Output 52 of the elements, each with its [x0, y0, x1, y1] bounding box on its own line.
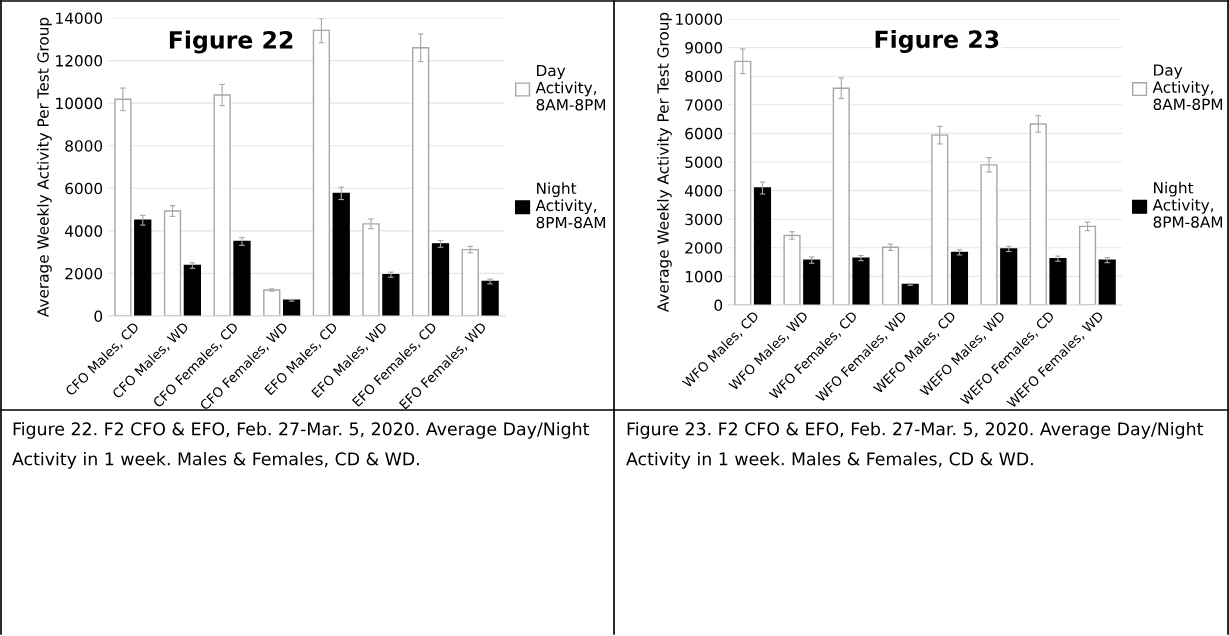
y-tick-label: 6000 [65, 182, 103, 195]
bar [783, 234, 801, 305]
bar [1000, 248, 1018, 305]
y-axis-title: Average Weekly Activity Per Test Group [36, 17, 52, 317]
bar [431, 243, 450, 316]
y-tick-label: 12000 [56, 55, 103, 67]
legend-label: Night Activity, 8PM-8AM [1152, 181, 1223, 228]
y-tick-label: 8000 [65, 140, 103, 152]
y-tick-label: 8000 [685, 70, 723, 83]
bar [1049, 257, 1067, 305]
legend-label: Day Activity, 8AM-8PM [535, 64, 606, 111]
y-tick-label: 0 [94, 310, 103, 323]
legend-label: Day Activity, 8AM-8PM [1152, 64, 1223, 111]
caption: Figure 23. F2 CFO & EFO, Feb. 27-Mar. 5, 2020. Average Day/Night Activity in 1 week. Males & Females, CD & WD. [626, 422, 1204, 469]
bar [183, 264, 201, 316]
bar [950, 251, 969, 305]
y-tick-label: 4000 [685, 185, 723, 197]
y-tick-label: 5000 [685, 156, 723, 169]
bar [803, 259, 821, 305]
y-tick-label: 2000 [65, 267, 103, 280]
chart-title: Figure 23 [875, 29, 999, 53]
bar [753, 187, 772, 305]
y-tick-label: 1000 [685, 270, 723, 283]
bar [382, 274, 400, 316]
y-tick-label: 7000 [685, 99, 723, 111]
y-axis-title: Average Weekly Activity Per Test Group [656, 12, 672, 312]
y-tick-label: 10000 [676, 13, 723, 26]
y-tick-label: 14000 [56, 12, 103, 25]
bar [233, 240, 251, 316]
text: Figure 22 [169, 30, 293, 54]
bar [332, 192, 350, 316]
bar [481, 280, 499, 316]
bar [1098, 259, 1116, 305]
y-tick-label: 6000 [685, 127, 723, 140]
y-tick-label: 10000 [56, 97, 103, 110]
legend-label: Night Activity, 8PM-8AM [535, 182, 606, 229]
bar [852, 257, 870, 305]
bar [461, 248, 479, 316]
bar [263, 289, 281, 316]
bar [881, 246, 900, 305]
y-tick-label: 3000 [685, 213, 723, 226]
bar [134, 219, 152, 316]
y-tick-label: 4000 [65, 225, 103, 237]
bar [1078, 225, 1097, 305]
y-tick-label: 0 [714, 299, 723, 312]
bar [163, 210, 182, 316]
y-tick-label: 2000 [685, 242, 723, 254]
bar [901, 283, 919, 305]
caption: Figure 22. F2 CFO & EFO, Feb. 27-Mar. 5, 2020. Average Day/Night Activity in 1 week. Males & Females, CD & WD. [12, 422, 590, 469]
bar [282, 299, 301, 316]
bar [362, 223, 380, 316]
y-tick-label: 9000 [685, 42, 723, 54]
